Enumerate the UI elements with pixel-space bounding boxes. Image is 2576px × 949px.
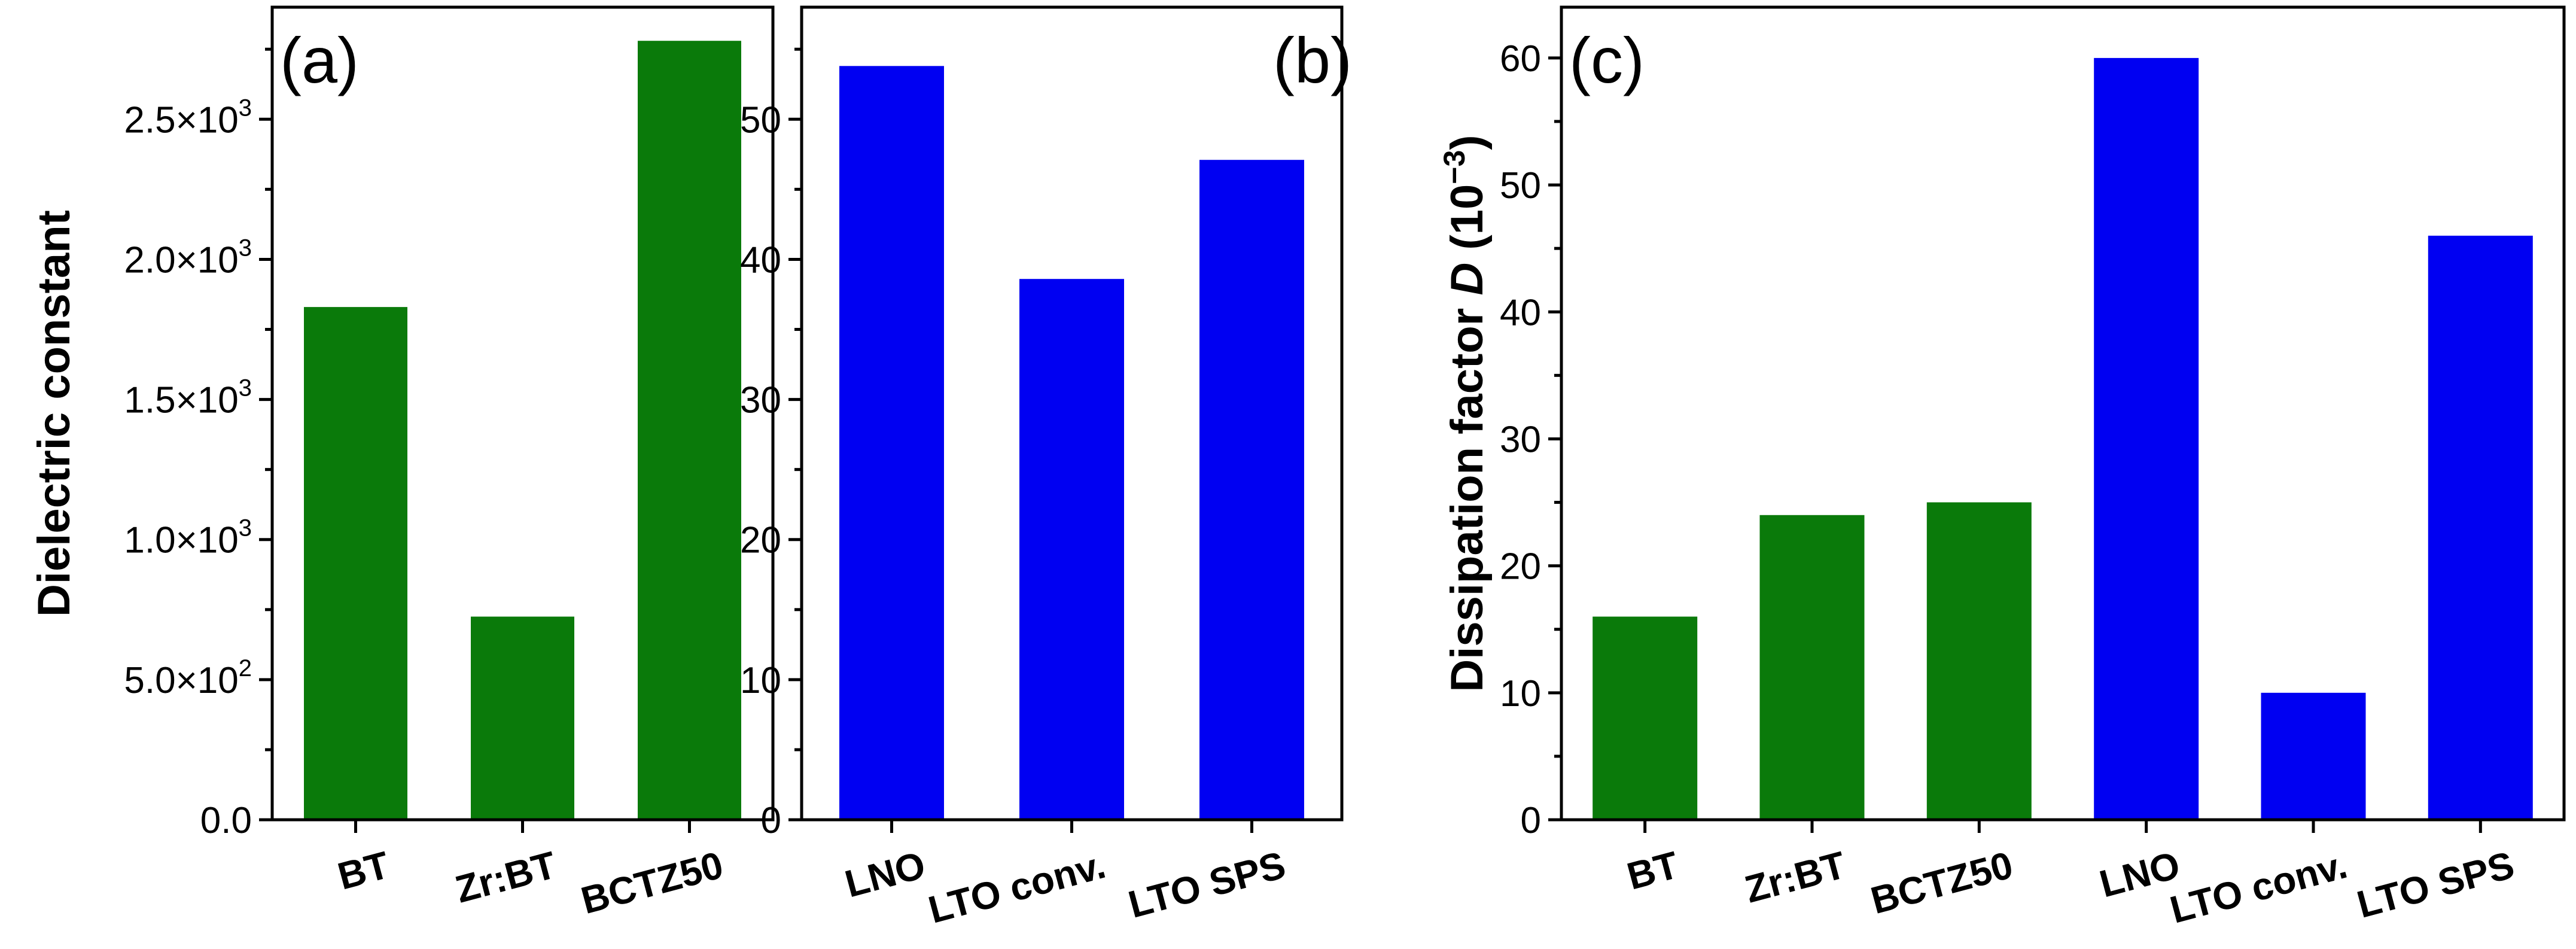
- y-tick-label: 30: [740, 380, 781, 421]
- x-category-label: BCTZ50: [1866, 843, 2017, 922]
- y-tick-label: 0: [761, 800, 781, 841]
- bar-bt: [304, 307, 407, 820]
- x-category-label: LTO conv.: [924, 843, 1110, 932]
- bar-lno: [839, 66, 944, 820]
- y-tick-label: 50: [740, 99, 781, 141]
- y-tick-label: 0: [1521, 800, 1541, 841]
- panel-a-dielectric-constant: 0.0 5.0×102 1.0×103 1.5×103 2.0×103 2.5×103 BT…: [29, 5, 775, 922]
- y-tick-label: 1.0×103: [124, 515, 252, 561]
- bar-lto-sps: [2428, 235, 2533, 820]
- y-tick-label: 2.0×103: [124, 235, 252, 281]
- y-axis-title: Dielectric constant: [29, 210, 80, 617]
- y-tick-label: 20: [740, 520, 781, 561]
- x-category-label: LTO conv.: [2166, 843, 2352, 932]
- x-category-label: LTO SPS: [2353, 843, 2519, 926]
- x-category-label: LTO SPS: [1124, 843, 1290, 926]
- y-tick-label: 10: [1500, 673, 1541, 714]
- bar-lto-conv: [2261, 692, 2366, 820]
- x-category-label: Zr:BT: [1740, 843, 1850, 911]
- y-tick-label: 2.5×103: [124, 95, 252, 141]
- y-tick-label: 5.0×102: [124, 655, 252, 701]
- x-category-label: Zr:BT: [451, 843, 561, 911]
- x-category-label: BT: [1622, 843, 1683, 898]
- x-category-label: BT: [333, 843, 394, 898]
- y-tick-label: 50: [1500, 165, 1541, 206]
- x-category-label: BCTZ50: [577, 843, 727, 922]
- bar-zr-bt: [471, 616, 574, 820]
- bar-lto-sps: [1199, 160, 1304, 820]
- y-tick-label: 20: [1500, 546, 1541, 588]
- panel-label: (c): [1569, 24, 1645, 96]
- plot-frame: [1560, 5, 2566, 822]
- bar-lno: [2094, 57, 2199, 820]
- y-tick-label: 40: [1500, 292, 1541, 333]
- y-tick-label: 10: [740, 660, 781, 701]
- bar-zr-bt: [1759, 515, 1865, 820]
- y-tick-label: 1.5×103: [124, 375, 252, 421]
- panel-label: (a): [280, 24, 359, 96]
- y-tick-label: 40: [740, 239, 781, 281]
- x-category-label: LNO: [841, 843, 930, 906]
- y-tick-label: 30: [1500, 419, 1541, 460]
- panel-label: (b): [1273, 24, 1352, 96]
- bar-lto-conv: [1019, 279, 1124, 820]
- bar-bctz50: [638, 41, 741, 820]
- bar-bt: [1593, 616, 1698, 820]
- y-axis-title: Dissipation factor D (10−3): [1438, 135, 1493, 692]
- y-tick-label: 0.0: [200, 800, 252, 841]
- bar-bctz50: [1926, 502, 2032, 820]
- y-tick-label: 60: [1500, 38, 1541, 80]
